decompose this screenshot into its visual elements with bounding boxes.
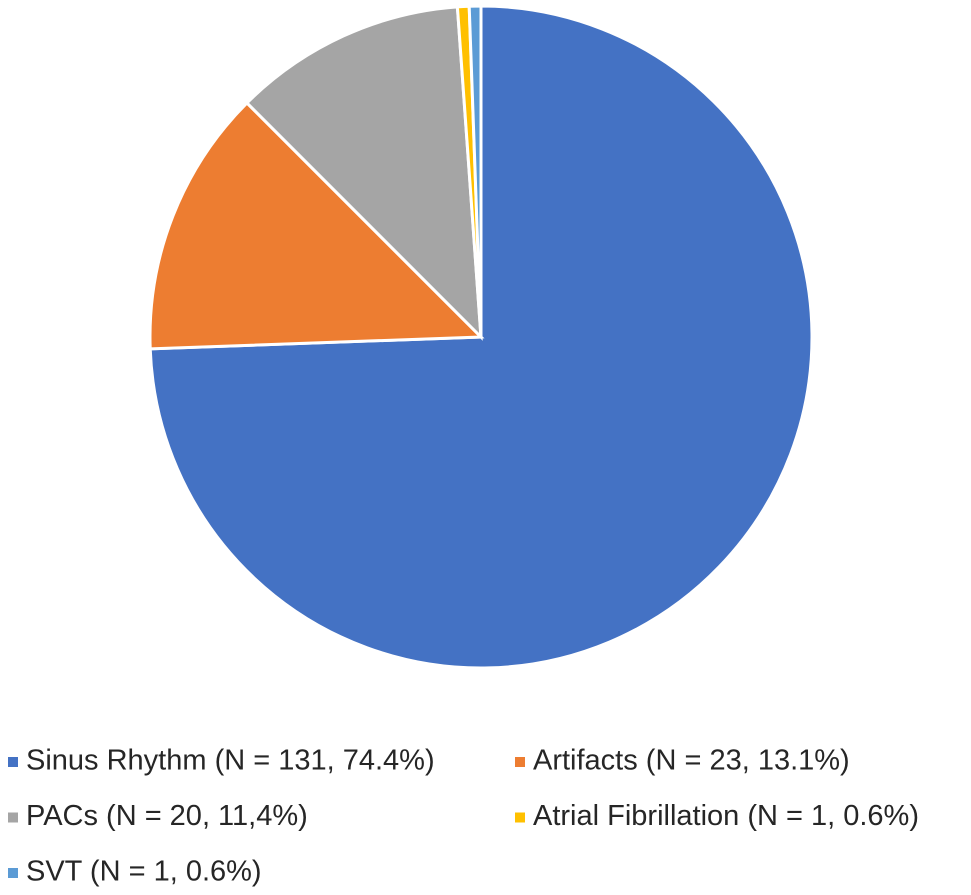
legend-marker xyxy=(515,812,525,823)
legend-label: Sinus Rhythm (N = 131, 74.4%) xyxy=(26,745,435,777)
legend-marker xyxy=(515,757,525,767)
legend-label: Atrial Fibrillation (N = 1, 0.6%) xyxy=(533,800,919,832)
legend-label: Artifacts (N = 23, 13.1%) xyxy=(533,745,850,777)
legend-marker xyxy=(8,757,18,767)
legend-marker xyxy=(8,868,18,878)
pie-slice xyxy=(467,4,483,338)
legend-marker xyxy=(8,812,18,823)
pie-slice xyxy=(148,100,485,351)
pie-slice xyxy=(244,5,483,341)
legend-label: SVT (N = 1, 0.6%) xyxy=(26,856,262,888)
legend-label: PACs (N = 20, 11,4%) xyxy=(26,800,308,832)
